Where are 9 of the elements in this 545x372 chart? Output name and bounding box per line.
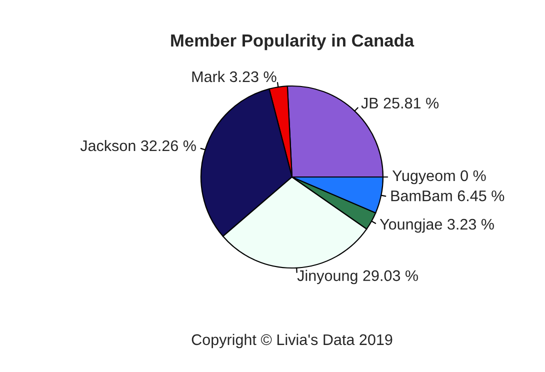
slice-label: Youngjae 3.23 %	[380, 218, 494, 233]
legend-label: Yugyeom 0 %	[392, 170, 486, 184]
text: Copyright © Livia's Data 2019	[192, 334, 392, 348]
slice-label: Mark 3.23 %	[192, 70, 276, 82]
chart-title: Member Popularity in Canada	[171, 34, 414, 50]
slice-label: Jinyoung 29.03 %	[297, 270, 418, 284]
slice-label: JB 25.81 %	[361, 98, 439, 109]
slice-label: Jackson 32.26 %	[80, 140, 196, 152]
slice-label: BamBam 6.45 %	[391, 190, 504, 202]
